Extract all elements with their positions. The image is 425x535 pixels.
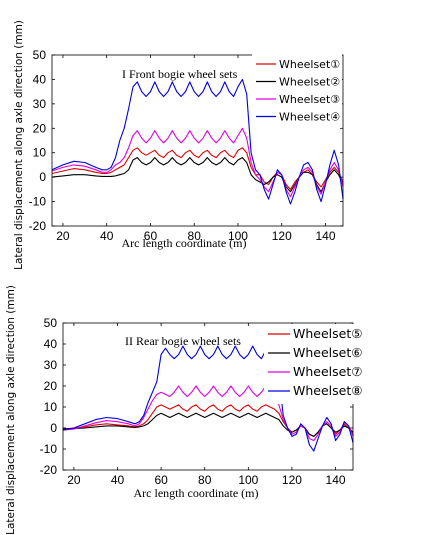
panel-front-bogie: 20 40 60 80 100 120 140 -20 -10 0 10 20 30 40 50 Arc l… (13, 20, 344, 270)
y-tick-label: 50 (33, 48, 47, 62)
legend: Wheelset⑤ Wheelset⑥ Wheelset⑦ Wheelset⑧ (264, 324, 362, 404)
y-tick-label: 20 (44, 379, 58, 393)
x-tick-label: 120 (272, 229, 292, 243)
y-tick-label: 40 (33, 72, 47, 86)
series-line-3 (62, 385, 354, 442)
y-axis-label: Lateral displacement along axle directio… (5, 285, 17, 535)
legend-label-1: Wheelset① (279, 58, 340, 71)
series-line-4 (51, 78, 344, 205)
x-tick-label: 40 (111, 473, 125, 487)
legend-label-4: Wheelset⑧ (293, 383, 362, 398)
y-tick-label: 0 (50, 421, 57, 435)
y-tick-label: 10 (33, 146, 47, 160)
legend-label-1: Wheelset⑤ (293, 326, 362, 341)
panel-annotation: II Rear bogie wheel sets (125, 334, 241, 348)
panel-rear-bogie: 20 40 60 80 100 120 140 -20 -10 0 10 20 30 40 50 Arc l… (5, 285, 362, 535)
x-tick-label: 80 (198, 473, 212, 487)
legend-label-3: Wheelset③ (279, 93, 340, 106)
y-tick-label: 30 (33, 97, 47, 111)
y-tick-label: -20 (40, 463, 58, 477)
legend-label-3: Wheelset⑦ (293, 364, 362, 379)
y-tick-label: -10 (29, 195, 47, 209)
x-tick-label: 40 (100, 229, 114, 243)
x-tick-label: 120 (282, 473, 302, 487)
tick-labels: 20 40 60 80 100 120 140 -20 -10 0 10 20 30 40 50 (29, 48, 336, 243)
axes-box (51, 54, 344, 227)
x-tick-label: 100 (238, 473, 258, 487)
y-axis-label: Lateral displacement along axle directio… (13, 20, 25, 270)
x-tick-label: 60 (154, 473, 168, 487)
x-tick-label: 20 (56, 229, 70, 243)
panel-annotation: I Front bogie wheel sets (122, 67, 238, 81)
x-tick-label: 100 (228, 229, 248, 243)
legend: Wheelset① Wheelset② Wheelset③ Wheelset④ (252, 54, 342, 128)
legend-background (252, 54, 342, 128)
series-layer (62, 345, 354, 452)
y-tick-label: 0 (39, 170, 46, 184)
y-tick-label: 10 (44, 400, 58, 414)
y-tick-label: -20 (29, 219, 47, 233)
legend-label-4: Wheelset④ (279, 111, 340, 124)
y-tick-label: -10 (40, 442, 58, 456)
legend-label-2: Wheelset② (279, 76, 340, 89)
x-tick-label: 60 (144, 229, 158, 243)
series-line-4 (62, 345, 354, 452)
tick-labels: 20 40 60 80 100 120 140 -20 -10 0 10 20 30 40 50 (40, 316, 346, 487)
x-axis-label: Arc length coordinate (m) (134, 486, 259, 500)
legend-label-2: Wheelset⑥ (293, 345, 362, 360)
x-tick-label: 80 (188, 229, 202, 243)
series-line-2 (62, 412, 354, 437)
y-tick-label: 30 (44, 358, 58, 372)
x-tick-label: 20 (67, 473, 81, 487)
x-tick-label: 140 (326, 473, 346, 487)
x-tick-label: 140 (315, 229, 335, 243)
y-tick-label: 50 (44, 316, 58, 330)
y-tick-label: 40 (44, 337, 58, 351)
x-axis-label: Arc length coordinate (m) (122, 236, 247, 250)
y-tick-label: 20 (33, 121, 47, 135)
series-layer (51, 78, 344, 205)
